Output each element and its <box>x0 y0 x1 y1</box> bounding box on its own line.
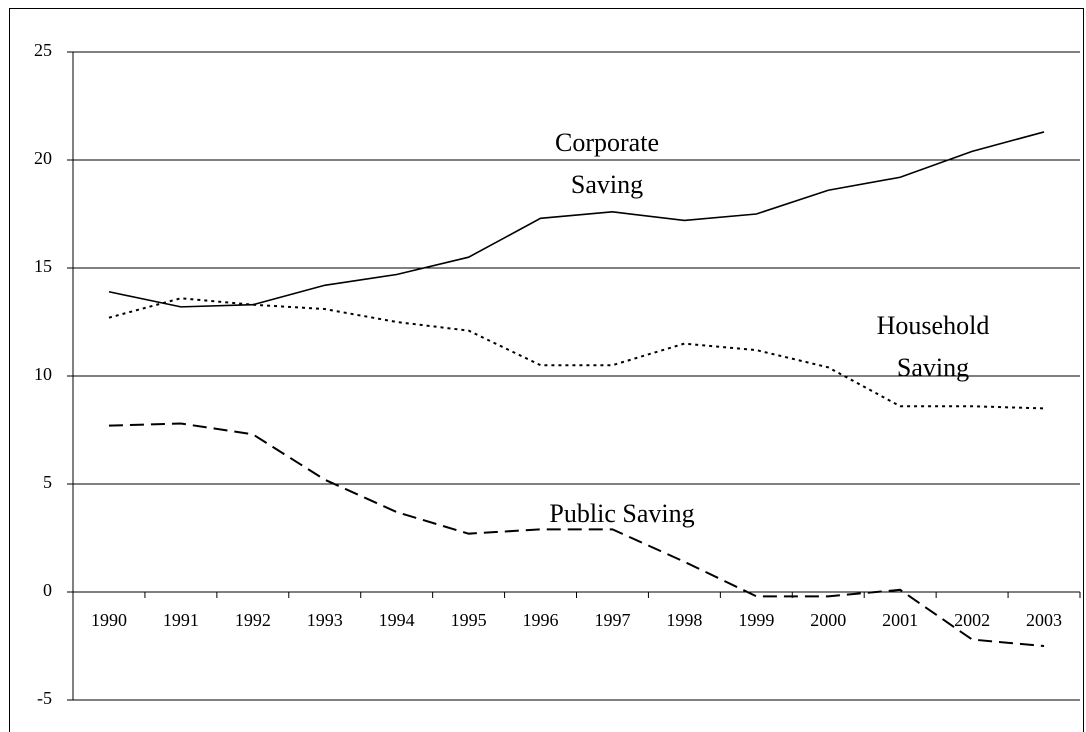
x-tick-label: 2002 <box>954 610 990 630</box>
x-tick-label: 1997 <box>594 610 630 630</box>
x-tick-label: 1993 <box>307 610 343 630</box>
series-annotation: Corporate <box>555 128 659 157</box>
x-tick-label: 1994 <box>379 610 415 630</box>
x-tick-label: 1995 <box>451 610 487 630</box>
x-tick-label: 2000 <box>810 610 846 630</box>
y-tick-label: 15 <box>34 256 52 276</box>
y-tick-label: 5 <box>43 472 52 492</box>
x-tick-label: 1996 <box>523 610 559 630</box>
y-tick-label: 25 <box>34 40 52 60</box>
series-annotation: Saving <box>897 353 969 382</box>
series-annotation: Saving <box>571 170 643 199</box>
y-tick-label: 10 <box>34 364 52 384</box>
series-annotation: Public Saving <box>549 499 694 528</box>
x-tick-label: 2001 <box>882 610 918 630</box>
chart-frame <box>9 8 1084 732</box>
series-annotation: Household <box>877 311 990 340</box>
x-tick-label: 1998 <box>666 610 702 630</box>
x-tick-label: 1991 <box>163 610 199 630</box>
y-tick-label: 0 <box>43 580 52 600</box>
series-line <box>108 422 1045 647</box>
x-tick-label: 1990 <box>91 610 127 630</box>
series-line <box>108 131 1045 308</box>
x-tick-label: 2003 <box>1026 610 1062 630</box>
x-tick-label: 1992 <box>235 610 271 630</box>
y-tick-label: 20 <box>34 148 52 168</box>
y-tick-label: -5 <box>37 688 52 708</box>
series-line <box>108 297 1045 410</box>
x-tick-label: 1999 <box>738 610 774 630</box>
